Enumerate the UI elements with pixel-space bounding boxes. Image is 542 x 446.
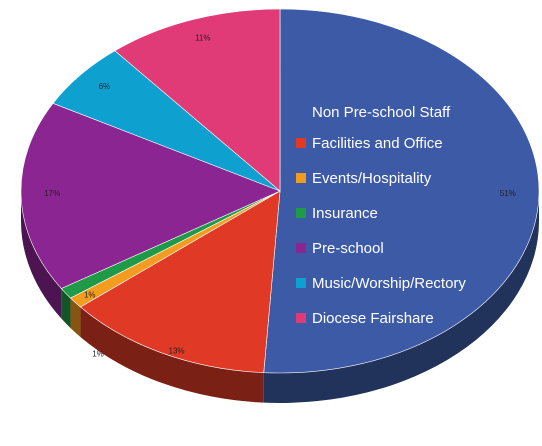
data-label-events-hospitality: 1%	[92, 350, 104, 359]
pie-top-layer	[20, 8, 540, 374]
legend-title: Non Pre-school Staff	[312, 104, 451, 121]
slice-side-events-hospitality	[70, 297, 81, 338]
pie-depth-layer	[21, 191, 539, 403]
data-label-music-worship-rectory: 6%	[99, 82, 111, 91]
legend-swatch-diocese-fairshare	[296, 313, 306, 323]
data-label-non-pre-school-staff: 51%	[500, 189, 516, 198]
legend-swatch-insurance	[296, 208, 306, 218]
data-label-insurance: 1%	[84, 290, 96, 299]
legend-swatch-facilities-and-office	[296, 138, 306, 148]
data-label-diocese-fairshare: 11%	[195, 33, 210, 42]
slice-diocese-fairshare	[114, 8, 281, 192]
legend: Non Pre-school Staff Facilities and Offi…	[296, 104, 466, 327]
pie-label-layer: 51% 13% 1% 1% 17% 6% 11%	[44, 33, 516, 358]
slice-side-non-pre-school-staff	[263, 191, 539, 403]
legend-swatch-music-worship-rectory	[296, 278, 306, 288]
legend-label-insurance: Insurance	[312, 205, 378, 222]
legend-label-pre-school: Pre-school	[312, 240, 384, 257]
legend-swatch-events-hospitality	[296, 173, 306, 183]
slice-side-facilities-and-office	[80, 307, 264, 403]
legend-label-events-hospitality: Events/Hospitality	[312, 170, 432, 187]
slice-facilities-and-office	[79, 190, 281, 373]
slice-pre-school	[20, 102, 281, 289]
slice-non-pre-school-staff	[263, 8, 540, 374]
slice-side-insurance	[61, 288, 71, 328]
slice-side-pre-school	[21, 191, 62, 319]
data-label-facilities-and-office: 13%	[169, 347, 185, 356]
legend-label-facilities-and-office: Facilities and Office	[312, 135, 443, 152]
legend-label-diocese-fairshare: Diocese Fairshare	[312, 310, 434, 327]
data-label-pre-school: 17%	[44, 189, 60, 198]
legend-swatch-pre-school	[296, 243, 306, 253]
legend-label-music-worship-rectory: Music/Worship/Rectory	[312, 275, 466, 292]
